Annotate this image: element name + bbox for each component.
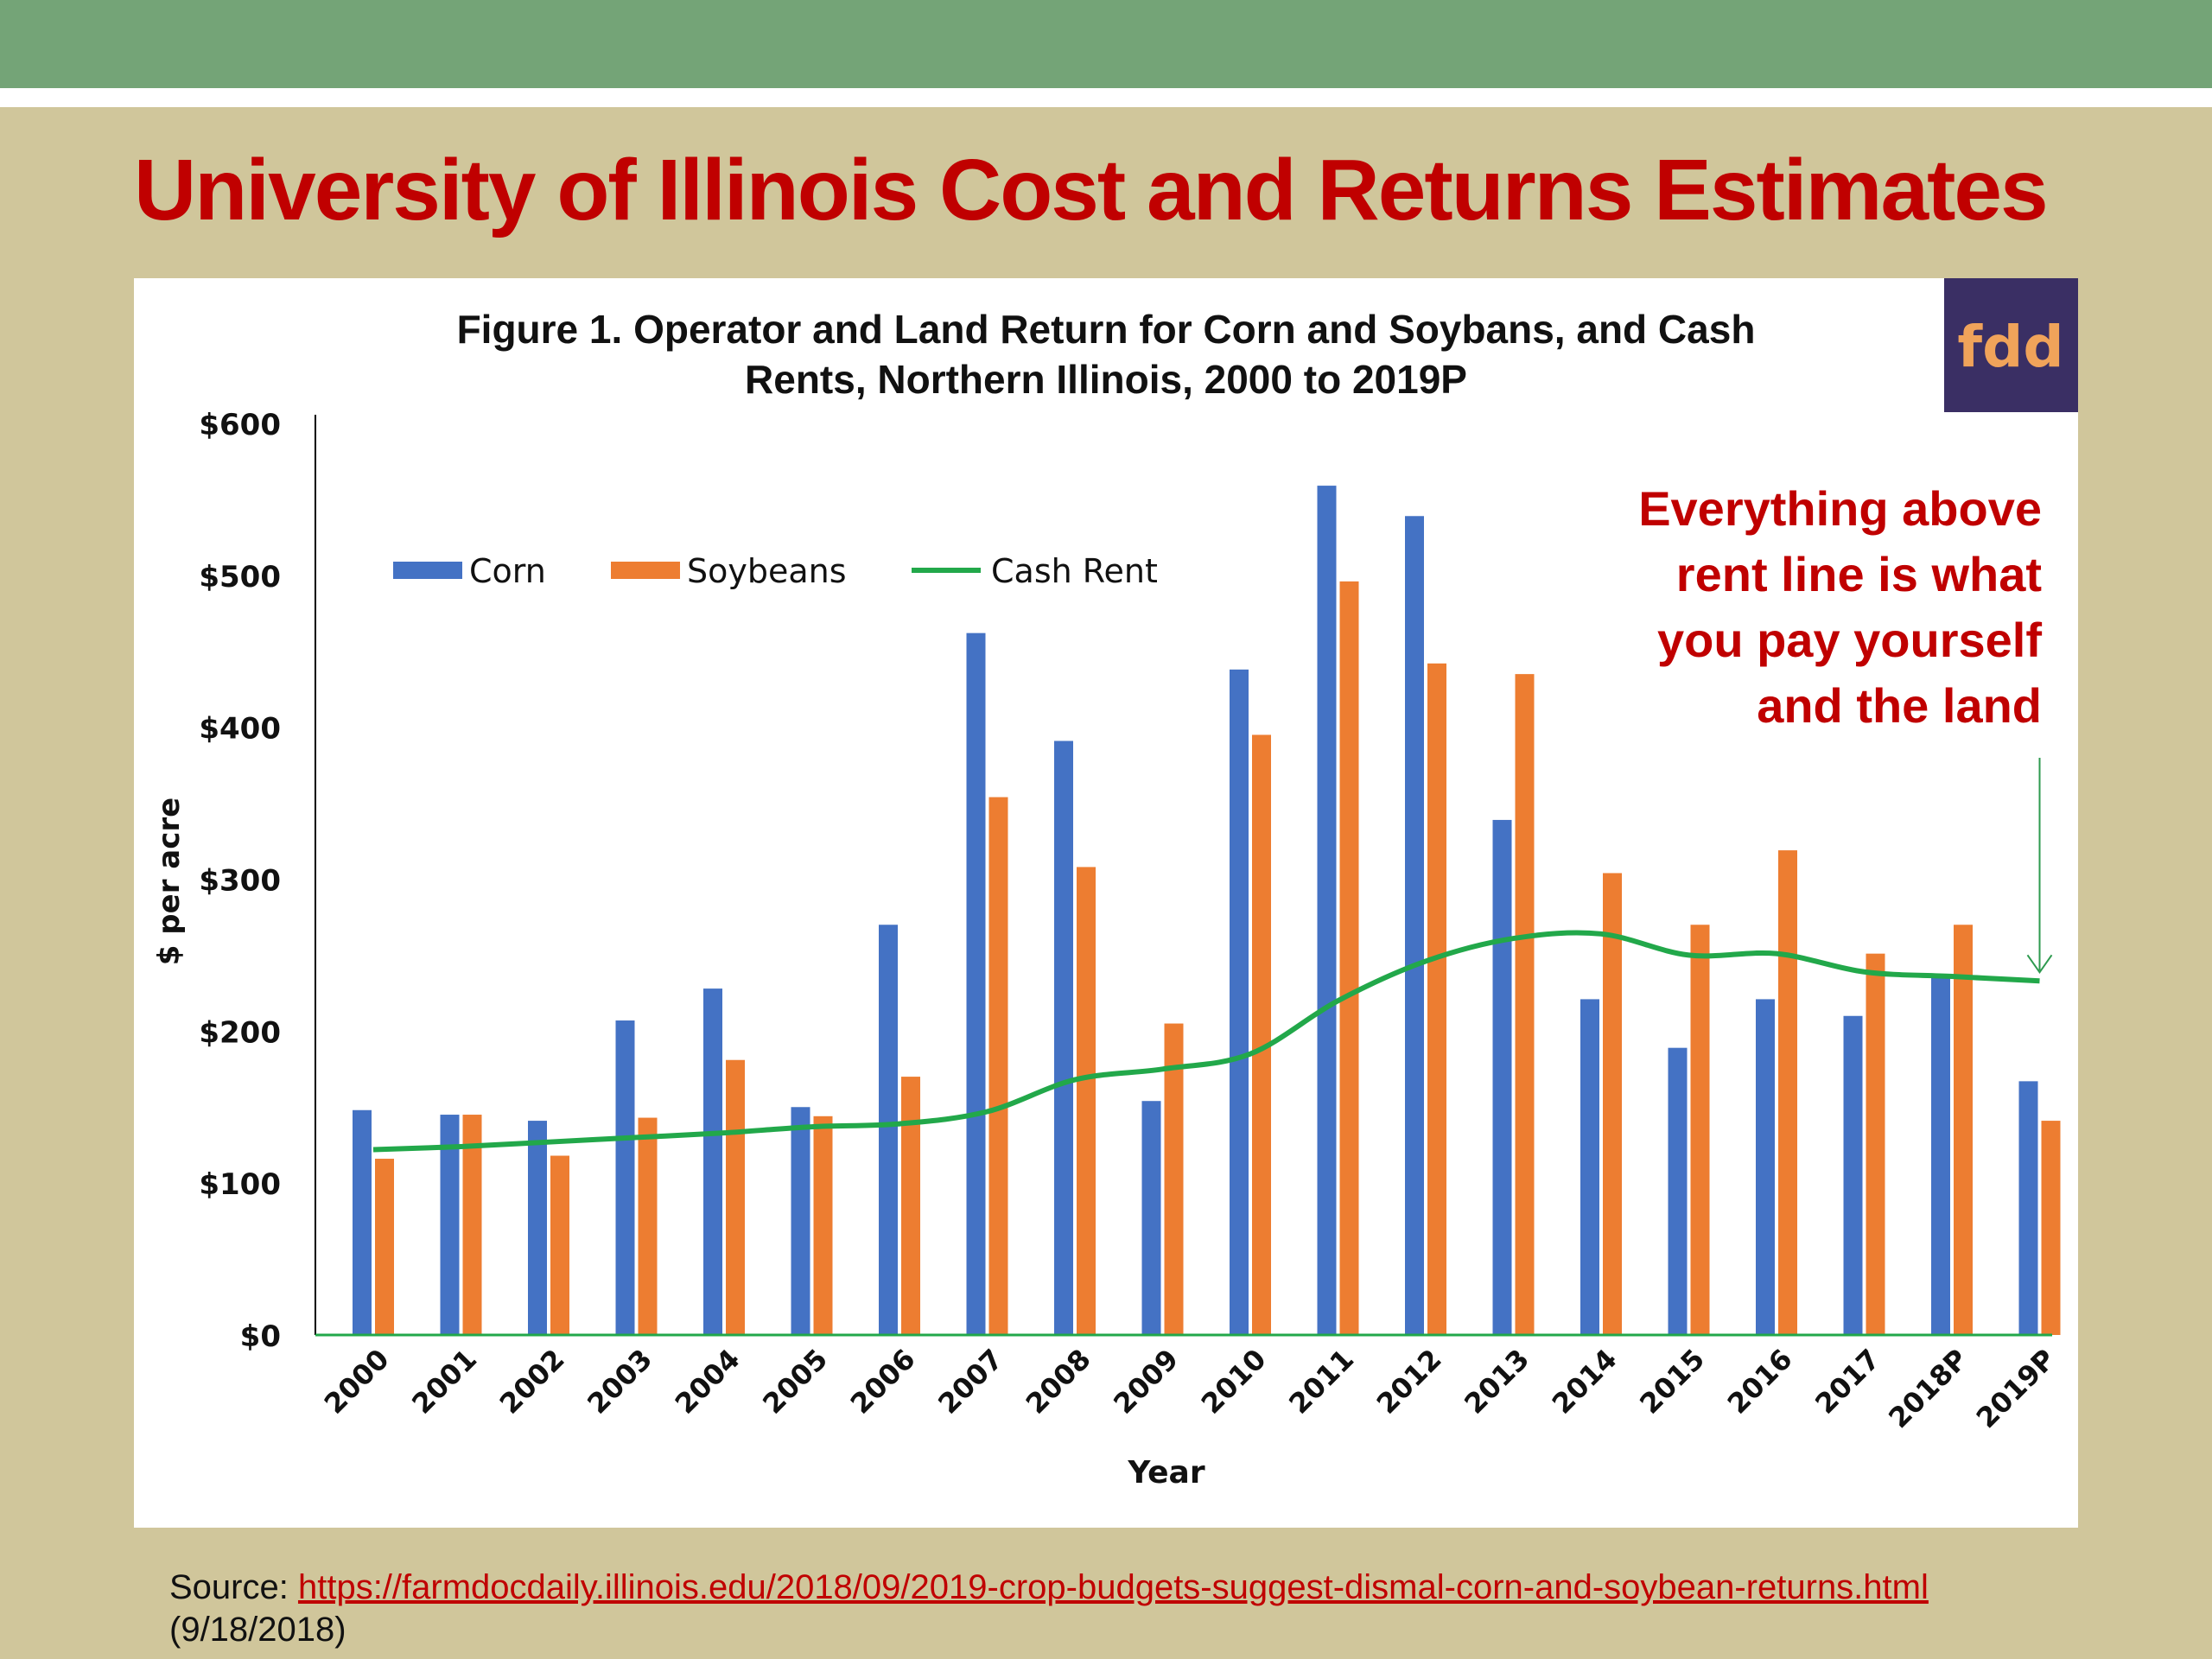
bar-corn-2015 (1668, 1047, 1688, 1335)
legend-swatch-soybeans (611, 562, 680, 579)
bar-corn-2014 (1580, 999, 1599, 1335)
x-tick-label: 2018P (1882, 1343, 1974, 1434)
legend-swatch-corn (393, 562, 462, 579)
bar-soybeans-2017 (1866, 953, 1885, 1335)
bar-corn-2019P (2018, 1081, 2038, 1335)
x-tick-label: 2006 (844, 1343, 922, 1421)
legend-label-soybeans: Soybeans (687, 552, 847, 590)
bar-soybeans-2009 (1164, 1023, 1184, 1335)
slide-title: University of Illinois Cost and Returns … (134, 142, 2049, 238)
bar-corn-2017 (1843, 1015, 1863, 1335)
source-label: Source: (169, 1568, 298, 1606)
y-axis-title: $ per acre (152, 798, 187, 965)
bar-soybeans-2005 (813, 1116, 833, 1335)
bar-soybeans-2004 (726, 1059, 745, 1335)
x-tick-label: 2010 (1195, 1343, 1273, 1421)
bar-soybeans-2016 (1778, 850, 1797, 1335)
bar-corn-2018P (1931, 975, 1950, 1335)
bar-corn-2007 (966, 632, 986, 1335)
x-tick-label: 2000 (318, 1343, 396, 1421)
x-tick-label: 2014 (1546, 1343, 1624, 1421)
y-tick-label: $600 (199, 408, 281, 442)
bar-corn-2008 (1054, 741, 1073, 1335)
x-tick-label: 2008 (1020, 1343, 1097, 1421)
bar-soybeans-2002 (550, 1155, 569, 1335)
source-link[interactable]: https://farmdocdaily.illinois.edu/2018/0… (297, 1568, 1929, 1606)
x-tick-label: 2012 (1370, 1343, 1448, 1421)
x-tick-label: 2011 (1282, 1343, 1360, 1421)
x-tick-label: 2005 (756, 1343, 834, 1421)
y-tick-label: $0 (240, 1319, 281, 1354)
bar-soybeans-2012 (1427, 663, 1446, 1335)
x-tick-label: 2009 (1107, 1343, 1185, 1421)
x-tick-label: 2004 (669, 1343, 747, 1421)
bar-soybeans-2013 (1515, 674, 1535, 1335)
fdd-logo (1944, 278, 2078, 412)
bar-corn-2016 (1756, 999, 1775, 1335)
chart-title-line: Figure 1. Operator and Land Return for C… (457, 307, 1756, 352)
bar-corn-2003 (615, 1020, 635, 1335)
bar-soybeans-2003 (638, 1117, 658, 1335)
bar-corn-2011 (1317, 486, 1337, 1335)
annotation-line: Everything above (1638, 481, 2042, 536)
y-tick-label: $300 (199, 864, 281, 899)
bar-soybeans-2010 (1252, 734, 1271, 1335)
top-band (0, 0, 2212, 88)
fdd-logo-text: fdd (1957, 314, 2063, 380)
bar-soybeans-2008 (1077, 867, 1096, 1335)
bar-soybeans-2007 (988, 797, 1008, 1335)
legend-label-corn: Corn (469, 552, 546, 590)
bar-soybeans-2000 (375, 1159, 394, 1335)
x-tick-label: 2007 (931, 1343, 1009, 1421)
bar-corn-2001 (440, 1115, 460, 1335)
bar-soybeans-2015 (1690, 925, 1710, 1335)
source-date: (9/18/2018) (169, 1610, 346, 1649)
y-tick-label: $400 (199, 712, 281, 747)
x-tick-label: 2013 (1458, 1343, 1535, 1421)
y-tick-label: $200 (199, 1015, 281, 1050)
bar-corn-2004 (703, 988, 722, 1335)
bar-corn-2013 (1492, 819, 1512, 1335)
y-tick-label: $500 (199, 560, 281, 594)
annotation-arrowhead (2026, 954, 2053, 975)
bar-soybeans-2006 (901, 1077, 920, 1335)
source-citation: Source: https://farmdocdaily.illinois.ed… (169, 1567, 1929, 1651)
bar-corn-2012 (1405, 516, 1424, 1335)
bar-soybeans-2011 (1339, 581, 1359, 1335)
header-divider (0, 88, 2212, 107)
x-tick-label: 2017 (1808, 1343, 1886, 1421)
x-tick-label: 2002 (493, 1343, 571, 1421)
bar-soybeans-2014 (1603, 873, 1622, 1335)
line-cash-rent (372, 930, 2040, 1153)
chart-panel: $0 $100 $200 $300 $400 $500 $600 2000 2001 2002 20… (134, 278, 2078, 1528)
legend-label-cash-rent: Cash Rent (991, 552, 1158, 590)
annotation-line: rent line is what (1676, 547, 2042, 601)
annotation-line: and the land (1757, 678, 2042, 733)
chart-title-line: Rents, Northern Illinois, 2000 to 2019P (745, 357, 1467, 402)
bar-corn-2005 (791, 1107, 810, 1335)
x-tick-label: 2003 (581, 1343, 658, 1421)
bar-corn-2009 (1141, 1101, 1161, 1335)
bar-corn-2010 (1230, 669, 1249, 1335)
bar-soybeans-2001 (462, 1115, 482, 1335)
bar-corn-2006 (879, 925, 898, 1335)
x-tick-label: 2015 (1633, 1343, 1711, 1421)
bar-soybeans-2018P (1954, 925, 1973, 1335)
x-tick-label: 2001 (405, 1343, 483, 1421)
x-tick-label: 2016 (1721, 1343, 1799, 1421)
bar-soybeans-2019P (2041, 1121, 2061, 1335)
annotation-line: you pay yourself (1657, 613, 2042, 667)
bar-corn-2002 (528, 1121, 547, 1335)
x-tick-label: 2019P (1970, 1343, 2062, 1434)
x-axis-title: Year (1127, 1455, 1205, 1491)
bar-corn-2000 (353, 1109, 372, 1335)
y-tick-label: $100 (199, 1167, 281, 1202)
